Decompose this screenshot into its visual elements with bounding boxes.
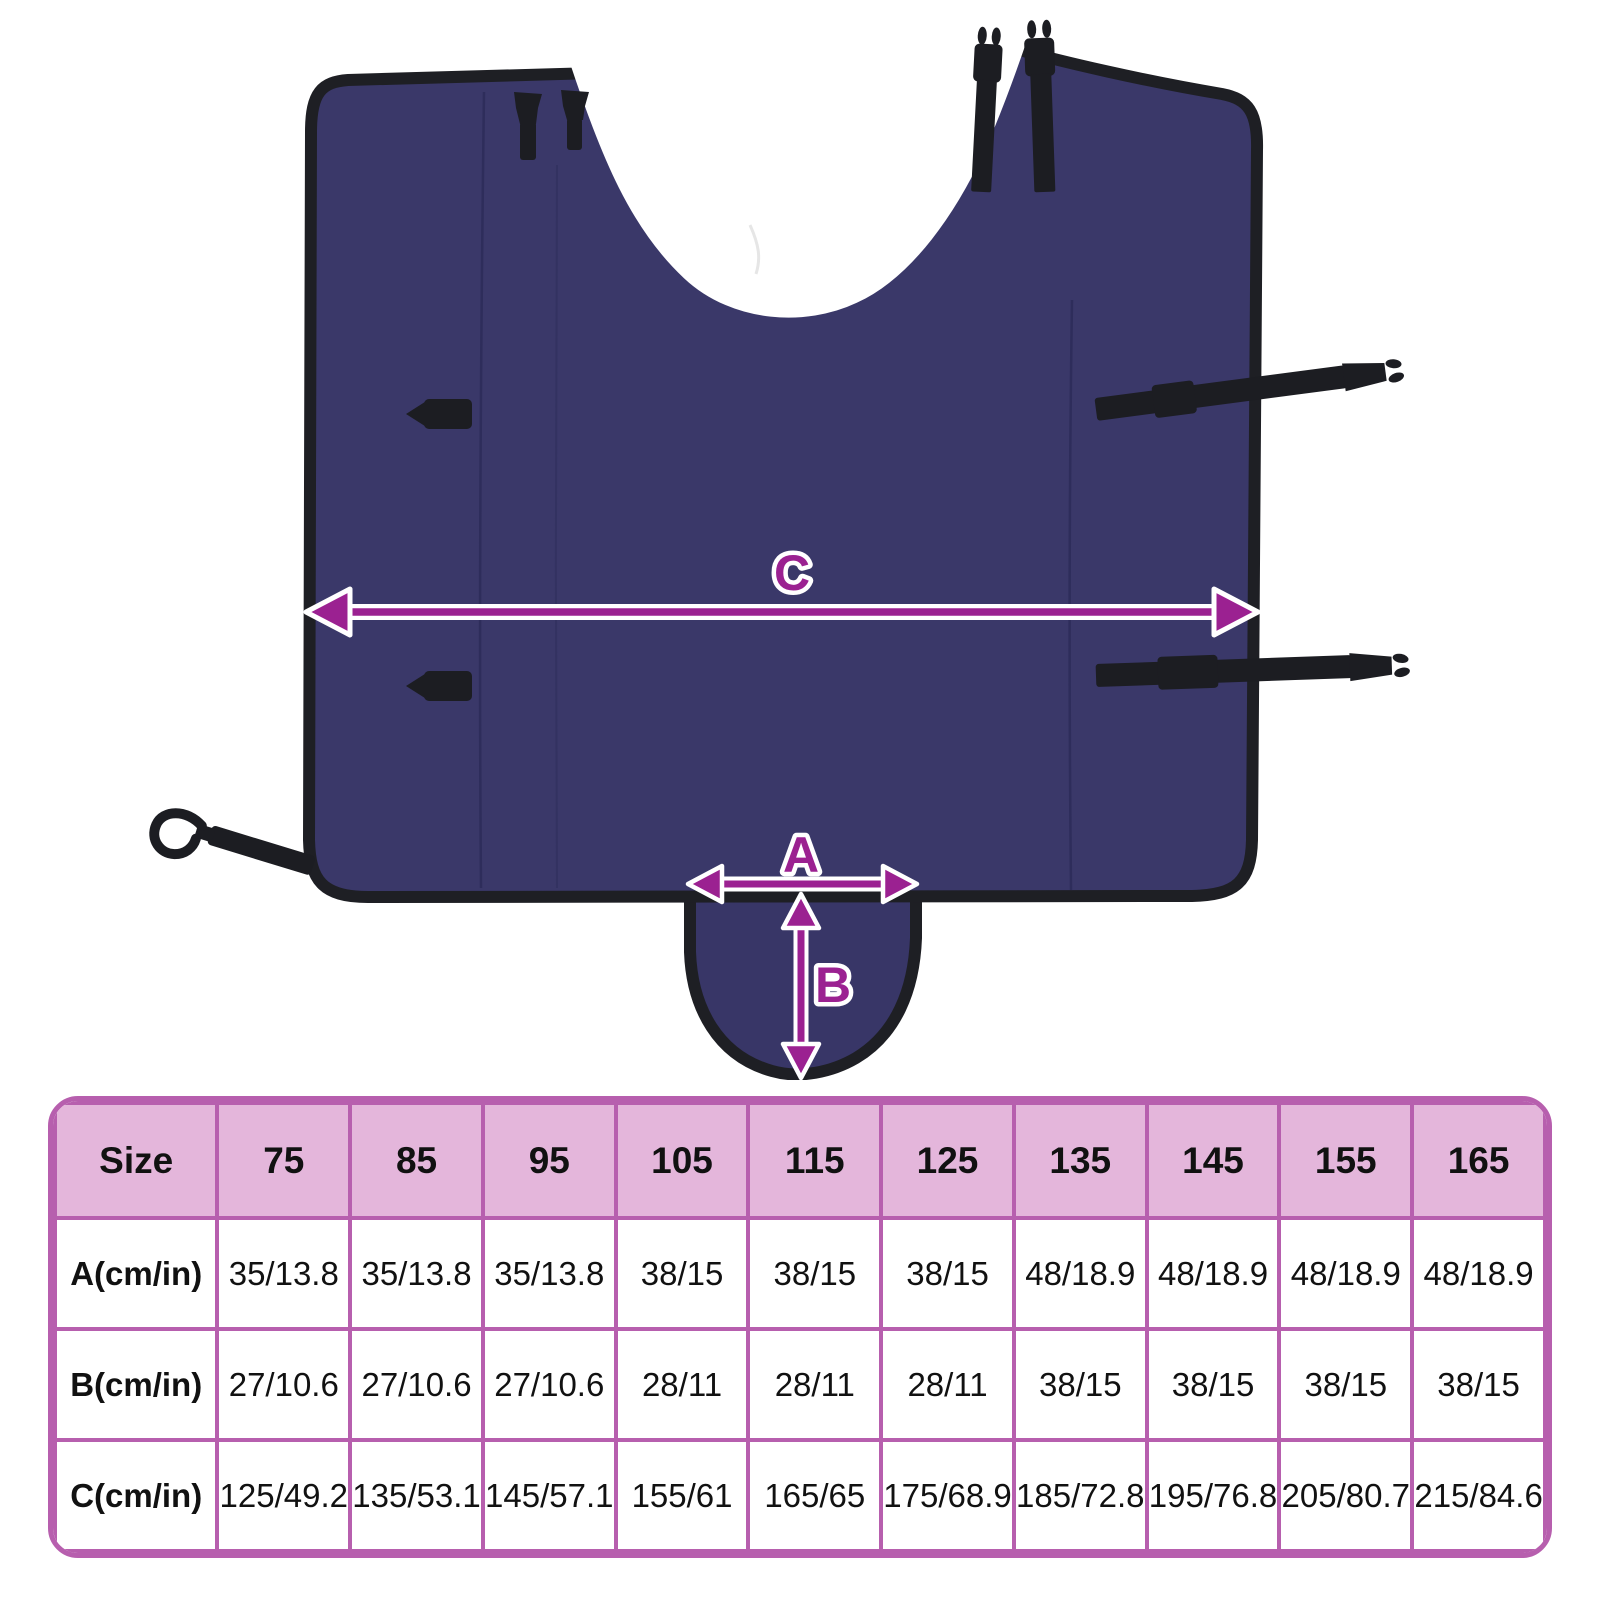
value-cell: 215/84.6 [1410,1438,1547,1553]
measure-arrow-a: A [685,823,920,905]
neck-strap-buckle-icon [1024,19,1056,193]
header-cell: 125 [879,1101,1016,1220]
side-clip-icon [406,399,472,429]
value-cell: 205/80.7 [1277,1438,1415,1553]
belly-strap-buckle-icon [1095,653,1410,690]
value-cell: 35/13.8 [348,1216,485,1331]
value-cell: 38/15 [613,1216,751,1331]
measure-label-b: B [815,957,851,1013]
seam-line [478,91,486,889]
collar-crease [748,224,761,275]
blanket-body [309,44,1258,897]
value-cell: 155/61 [613,1438,751,1553]
header-cell: 155 [1277,1101,1415,1220]
value-cell: 35/13.8 [480,1216,618,1331]
value-cell: 38/15 [1144,1327,1282,1442]
table-row-c: C(cm/in) 125/49.2 135/53.1 145/57.1 155/… [53,1438,1547,1553]
value-cell: 185/72.8 [1011,1438,1149,1553]
seam-line [554,164,558,889]
side-clip-icon [406,671,472,701]
row-label: A(cm/in) [53,1216,220,1331]
header-cell: 95 [480,1101,618,1220]
table-row-b: B(cm/in) 27/10.6 27/10.6 27/10.6 28/11 2… [53,1327,1547,1442]
row-label: C(cm/in) [53,1438,220,1553]
size-table: Size 75 85 95 105 115 125 135 145 155 16… [48,1096,1552,1558]
header-cell: 75 [215,1101,353,1220]
header-cell: 135 [1011,1101,1149,1220]
header-cell: 85 [348,1101,485,1220]
header-cell: 115 [746,1101,884,1220]
value-cell: 27/10.6 [215,1327,353,1442]
value-cell: 27/10.6 [480,1327,618,1442]
value-cell: 175/68.9 [879,1438,1016,1553]
row-label: B(cm/in) [53,1327,220,1442]
blanket-diagram: C A B [149,15,1410,1080]
value-cell: 35/13.8 [215,1216,353,1331]
table-header-row: Size 75 85 95 105 115 125 135 145 155 16… [53,1101,1547,1220]
value-cell: 28/11 [613,1327,751,1442]
header-cell: 165 [1410,1101,1547,1220]
value-cell: 27/10.6 [348,1327,485,1442]
value-cell: 28/11 [746,1327,884,1442]
header-cell-size: Size [53,1101,220,1220]
edge-binding [303,38,1264,903]
belly-strap-buckle-icon [1094,359,1405,421]
value-cell: 145/57.1 [480,1438,618,1553]
measure-label-a: A [783,827,819,883]
measure-label-c: C [774,545,810,601]
measure-arrow-c: C [303,541,1261,638]
value-cell: 195/76.8 [1144,1438,1282,1553]
value-cell: 38/15 [746,1216,884,1331]
value-cell: 48/18.9 [1011,1216,1149,1331]
chest-buckle-icon [561,90,589,150]
seam-line [1068,299,1074,891]
header-cell: 145 [1144,1101,1282,1220]
chest-buckle-icon [514,92,542,160]
value-cell: 38/15 [1011,1327,1149,1442]
value-cell: 48/18.9 [1410,1216,1547,1331]
neck-strap-buckle-icon [971,26,1003,193]
table-row-a: A(cm/in) 35/13.8 35/13.8 35/13.8 38/15 3… [53,1216,1547,1331]
value-cell: 125/49.2 [215,1438,353,1553]
header-cell: 105 [613,1101,751,1220]
value-cell: 28/11 [879,1327,1016,1442]
fleece-collar [570,15,1026,318]
measure-arrow-b: B [780,891,856,1080]
value-cell: 135/53.1 [348,1438,485,1553]
value-cell: 38/15 [1410,1327,1547,1442]
value-cell: 38/15 [879,1216,1016,1331]
value-cell: 48/18.9 [1144,1216,1282,1331]
value-cell: 38/15 [1277,1327,1415,1442]
value-cell: 48/18.9 [1277,1216,1415,1331]
snap-hook-icon [149,808,315,875]
value-cell: 165/65 [746,1438,884,1553]
